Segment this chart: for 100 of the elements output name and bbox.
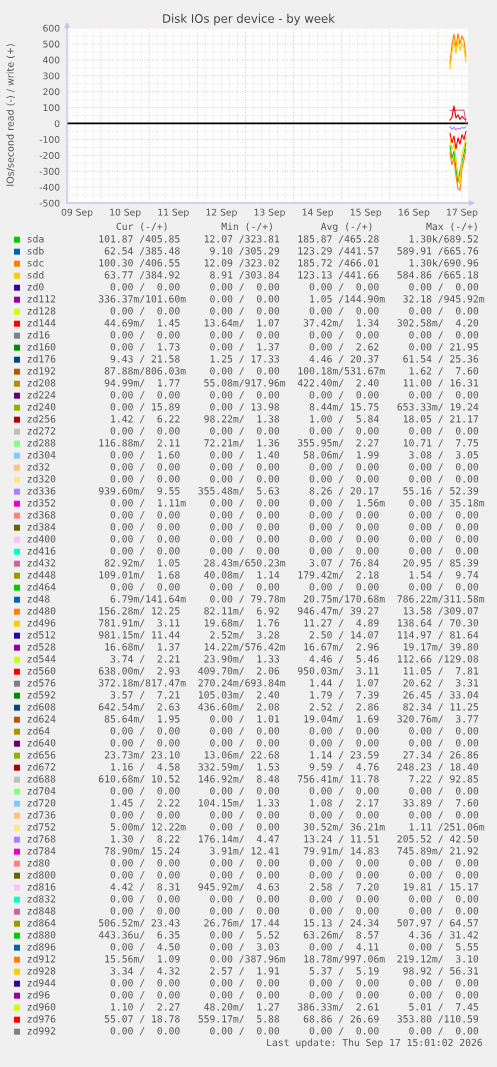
text: 0.00 / 4.50 0.00 / 3.03 0.00 / 4.11 0.00 / 5.55 [110,943,478,952]
text: 0.00 / 0.00 0.00 / 0.00 0.00 / 0.00 0.00 / 0.00 [110,895,479,904]
text: 0.00 / 0.00 0.00 / 0.00 0.00 / 0.00 0.00 / 0.00 [110,907,479,916]
text: 0.00 / 1.73 0.00 / 1.37 0.00 / 2.62 0.00 / 21.95 [110,343,478,352]
text: 443.36u/ 6.35 0.00 / 5.52 63.26m/ 8.57 4.36 / 31.42 [98,931,478,940]
legend-label: zd304 [27,451,56,459]
text: 0.00 / 0.00 0.00 / 0.00 0.00 / 0.00 0.00 / 0.00 [110,463,479,472]
text: 0.00 / 0.00 0.00 / 0.00 0.00 / 0.00 0.00 / 0.00 [110,583,479,592]
y-tick-label: 100 [43,104,60,112]
legend-label: zd416 [27,547,56,555]
y-tick-label: 600 [43,24,60,32]
x-tick-label: 15 Sep [350,208,382,218]
legend-label: zd800 [27,871,56,879]
text: 100.30 /406.55 12.09 /323.02 185.72 /466.01 1.30k/690.96 [99,259,479,268]
legend-label: zd560 [27,667,56,675]
legend-label: zd80 [27,859,50,867]
text: 4.42 / 8.31 945.92m/ 4.63 2.58 / 7.20 19.81 / 15.17 [110,883,479,892]
text: 23.73m/ 23.10 13.06m/ 22.68 1.14 / 23.59 27.34 / 26.86 [104,751,479,760]
legend-label: zd208 [27,379,56,387]
text: 0.00 / 0.00 0.00 / 0.00 0.00 / 0.00 0.00 / 0.00 [110,727,479,736]
legend-label: zd96 [27,991,50,999]
x-tick-label: 09 Sep [61,208,93,218]
legend-label: zd688 [27,775,56,783]
legend-label: zd768 [27,835,56,843]
legend-label: sdc [27,259,44,267]
legend-label: zd640 [27,739,56,747]
y-tick-label: -400 [39,183,60,191]
legend-label: zd48 [27,595,50,603]
text: 44.69m/ 1.45 13.64m/ 1.07 37.42m/ 1.34 302.58m/ 4.20 [104,319,479,328]
legend-label: zd384 [27,523,56,531]
text: 0.00 / 0.00 0.00 / 0.00 0.00 / 0.00 0.00 / 0.00 [110,523,479,532]
text: 3.57 / 7.21 105.03m/ 2.40 1.79 / 7.39 26.45 / 33.04 [110,691,479,700]
text: 939.60m/ 9.55 355.48m/ 5.63 8.26 / 20.17 55.16 / 52.39 [98,487,479,496]
legend-label: zd656 [27,751,56,759]
text: 0.00 / 0.00 0.00 / 0.00 0.00 / 0.00 0.00 / 0.00 [110,547,479,556]
line-series [449,33,467,64]
legend-label: zd224 [27,391,56,399]
legend-label: zd320 [27,475,56,483]
y-tick-label: -500 [39,199,60,207]
text: 156.28m/ 12.25 82.11m/ 6.92 946.47m/ 39.27 13.58 /309.07 [99,607,479,616]
text: 0.00 / 0.00 0.00 / 0.00 0.00 / 0.00 0.00 / 0.00 [110,991,479,1000]
legend-label: zd464 [27,583,56,591]
x-tick-label: 16 Sep [398,208,430,218]
legend-label: zd592 [27,691,56,699]
text: 781.91m/ 3.11 19.68m/ 1.76 11.27 / 4.89 138.64 / 70.30 [98,619,479,628]
y-tick-label: 200 [43,88,60,96]
legend-label: zd352 [27,499,56,507]
legend-label: zd512 [27,631,56,639]
text: 0.00 / 0.00 0.00 / 0.00 0.00 / 0.00 0.00 / 0.00 [110,1027,479,1036]
line-series [449,109,467,124]
text: 506.52m/ 23.43 26.76m/ 17.44 15.13 / 24.34 507.97 / 64.57 [98,919,479,928]
y-tick-label: 400 [43,56,60,64]
text: 0.00 / 0.00 0.00 / 0.00 0.00 / 0.00 0.00 / 0.00 [110,787,479,796]
x-tick-label: 10 Sep [110,208,141,218]
text: 0.00 / 0.00 0.00 / 0.00 0.00 / 0.00 0.00 / 0.00 [110,535,479,544]
text: 638.00m/ 2.93 409.70m/ 2.06 950.03m/ 3.11 11.05 / 7.81 [98,667,479,676]
text: 0.00 / 0.00 0.00 / 0.00 0.00 / 0.00 0.00 / 0.00 [110,427,479,436]
legend-label: zd672 [27,763,56,771]
legend-label: zd448 [27,571,56,579]
legend-label: zd32 [27,463,50,471]
legend-label: zd608 [27,703,56,711]
text: 1.42 / 6.22 98.22m/ 1.38 1.00 / 5.84 18.05 / 21.17 [111,415,479,424]
legend-label: zd288 [27,439,56,447]
legend-label: zd528 [27,643,56,651]
legend-label: zd176 [27,355,56,363]
text: 336.37m/101.60m 0.00 / 0.00 1.05 /144.90m 32.18 /945.92m [98,295,485,304]
text: 1.10 / 2.27 48.20m/ 1.27 386.33m/ 2.61 5.01 / 7.45 [111,1003,478,1012]
legend-label: zd192 [27,367,56,375]
text: 0.00 / 0.00 0.00 / 0.00 0.00 / 0.00 0.00 / 0.00 [110,331,479,340]
text: 9.43 / 21.58 1.25 / 17.33 4.46 / 20.37 61.54 / 25.36 [110,355,479,364]
legend-label: zd128 [27,307,56,315]
line-series [449,105,467,121]
text: 62.54 /385.48 9.10 /305.29 123.29 /441.57 589.91 /665.76 [104,247,479,256]
text: Cur (-/+) Min (-/+) Avg (-/+) Max (-/+) [116,222,477,233]
legend-label: zd848 [27,907,56,915]
legend-label: zd432 [27,559,56,567]
legend-label: zd944 [27,979,56,987]
y-tick-label: 300 [43,72,60,80]
legend-label: zd160 [27,343,56,351]
text: 1.16 / 4.58 332.59m/ 1.53 9.59 / 4.76 248.23 / 18.40 [111,763,479,772]
legend-label: zd736 [27,811,56,819]
legend-label: zd912 [27,955,56,963]
text: 109.01m/ 1.68 40.08m/ 1.14 179.42m/ 2.18 1.54 / 9.74 [99,571,479,580]
text: 16.68m/ 1.37 14.22m/576.42m 16.67m/ 2.96 19.17m/ 39.80 [105,643,479,652]
text: 116.88m/ 2.11 72.21m/ 1.36 355.95m/ 2.27 10.71 / 7.75 [99,439,478,448]
legend-label: zd544 [27,655,56,663]
text: 0.00 / 0.00 0.00 / 0.00 0.00 / 0.00 0.00 / 0.00 [110,859,479,868]
legend-label: zd112 [27,295,56,303]
text: 0.00 / 0.00 0.00 / 0.00 0.00 / 0.00 0.00 / 0.00 [110,391,479,400]
text: 610.68m/ 10.52 146.92m/ 8.48 756.41m/ 11.78 7.22 / 92.85 [98,775,478,784]
text: 1.45 / 2.22 104.15m/ 1.33 1.08 / 2.17 33.89 / 7.60 [111,799,479,808]
y-tick-label: -100 [39,136,60,143]
text: 0.00 / 15.89 0.00 / 13.98 8.44m/ 15.75 653.33m/ 19.24 [110,403,479,412]
legend-label: zd272 [27,427,56,435]
text: 78.90m/ 15.24 3.91m/ 12.41 79.91m/ 14.83 745.89m/ 21.92 [104,847,478,856]
legend-label: zd928 [27,967,56,975]
legend-label: zd64 [27,727,50,735]
legend-label: zd336 [27,487,56,495]
text: 1.30 / 8.22 176.14m/ 4.47 13.24 / 11.51 205.52 / 42.50 [111,835,479,844]
x-tick-label: 11 Sep [158,208,189,218]
